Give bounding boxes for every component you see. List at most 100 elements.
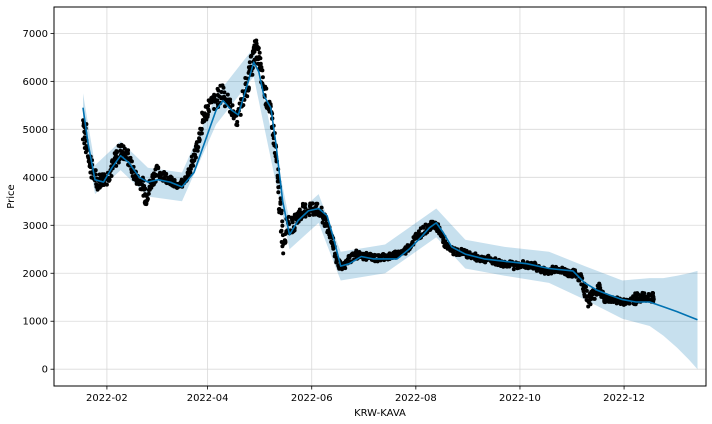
observed-point	[254, 41, 259, 46]
observed-point	[209, 100, 214, 105]
observed-point	[212, 107, 217, 111]
observed-point	[205, 114, 210, 119]
observed-point	[290, 220, 295, 225]
observed-point	[260, 68, 265, 73]
observed-point	[221, 85, 226, 90]
y-tick-label: 6000	[23, 77, 48, 88]
observed-point	[650, 291, 655, 296]
observed-point	[642, 291, 647, 296]
forecast-line-layer	[82, 61, 698, 321]
observed-point	[169, 177, 174, 182]
observed-point	[195, 148, 200, 153]
observed-point	[207, 109, 211, 114]
observed-point	[581, 288, 586, 293]
observed-point	[264, 86, 269, 91]
y-tick-label: 0	[42, 365, 48, 376]
observed-point	[129, 159, 134, 164]
observed-point	[303, 202, 308, 207]
observed-point	[247, 60, 252, 65]
y-tick-label: 1000	[23, 317, 48, 328]
observed-point	[286, 214, 291, 219]
observed-point	[163, 173, 168, 178]
observed-point	[451, 250, 456, 255]
plot-background	[54, 7, 706, 386]
observed-point	[246, 87, 251, 92]
observed-point	[156, 166, 161, 171]
y-tick-label: 2000	[23, 269, 48, 280]
observed-point	[245, 94, 250, 99]
observed-point	[307, 213, 312, 218]
grid	[54, 7, 706, 386]
observed-point	[416, 229, 421, 234]
observed-point	[109, 174, 114, 178]
observed-point	[283, 238, 288, 243]
observed-point	[631, 294, 636, 299]
observed-point	[250, 72, 255, 77]
observed-point	[188, 166, 193, 171]
observed-point	[193, 155, 198, 160]
observed-point	[116, 160, 121, 165]
observed-point	[107, 177, 112, 182]
observed-point	[228, 97, 233, 102]
observed-point	[511, 267, 516, 272]
observed-point	[310, 201, 314, 206]
observed-point	[235, 123, 240, 128]
y-tick-label: 7000	[23, 29, 48, 40]
x-tick-label: 2022-06	[291, 393, 333, 404]
x-tick-label: 2022-04	[187, 393, 229, 404]
observed-point	[280, 223, 285, 228]
y-tick-label: 5000	[23, 125, 48, 136]
observed-point	[222, 90, 227, 95]
observed-point	[223, 104, 227, 109]
observed-point	[126, 148, 131, 153]
observed-point	[199, 126, 204, 131]
observed-point	[258, 56, 263, 61]
observed-point	[145, 196, 150, 201]
observed-point	[82, 135, 87, 140]
observed-point	[325, 222, 330, 227]
y-tick-label: 3000	[23, 221, 48, 232]
observed-point	[215, 98, 220, 103]
observed-point	[114, 163, 119, 168]
observed-point	[597, 283, 602, 288]
observed-point	[126, 151, 130, 156]
observed-point	[279, 208, 284, 213]
y-axis-title: Price	[6, 184, 17, 208]
observed-point	[254, 38, 259, 43]
observed-point	[303, 214, 308, 219]
observed-point	[354, 248, 359, 253]
y-tick-label: 4000	[23, 173, 48, 184]
axis-ticks: 0 1000 2000 3000 4000 5000 6000 7000 2022-02 2022…	[23, 29, 645, 404]
observed-point	[257, 50, 262, 55]
x-axis-title: KRW-KAVA	[354, 408, 406, 419]
observed-point	[115, 150, 119, 154]
x-tick-label: 2022-12	[603, 393, 645, 404]
observed-point	[206, 104, 210, 108]
observed-point	[225, 92, 230, 97]
observed-point	[197, 137, 202, 142]
observed-point	[216, 88, 221, 93]
observed-point	[275, 176, 280, 180]
observed-point	[315, 201, 320, 206]
observed-point	[278, 201, 283, 206]
observed-point	[146, 191, 151, 196]
observed-point	[256, 46, 261, 51]
observed-point	[272, 151, 277, 155]
observed-point	[412, 237, 417, 241]
plot-frame	[53, 6, 707, 387]
observed-point	[248, 54, 253, 59]
x-tick-label: 2022-08	[395, 393, 437, 404]
observed-point	[281, 251, 286, 256]
observed-point	[84, 144, 89, 149]
observed-point	[235, 119, 240, 124]
observed-point	[280, 219, 285, 224]
observed-point	[584, 284, 588, 289]
observed-point	[122, 146, 127, 151]
observed-point	[238, 112, 243, 117]
observed-point	[588, 302, 593, 307]
observed-point	[357, 250, 362, 254]
observed-point	[196, 145, 201, 149]
observed-point	[82, 141, 87, 146]
observed-point	[199, 131, 204, 136]
observed-point	[521, 259, 526, 264]
